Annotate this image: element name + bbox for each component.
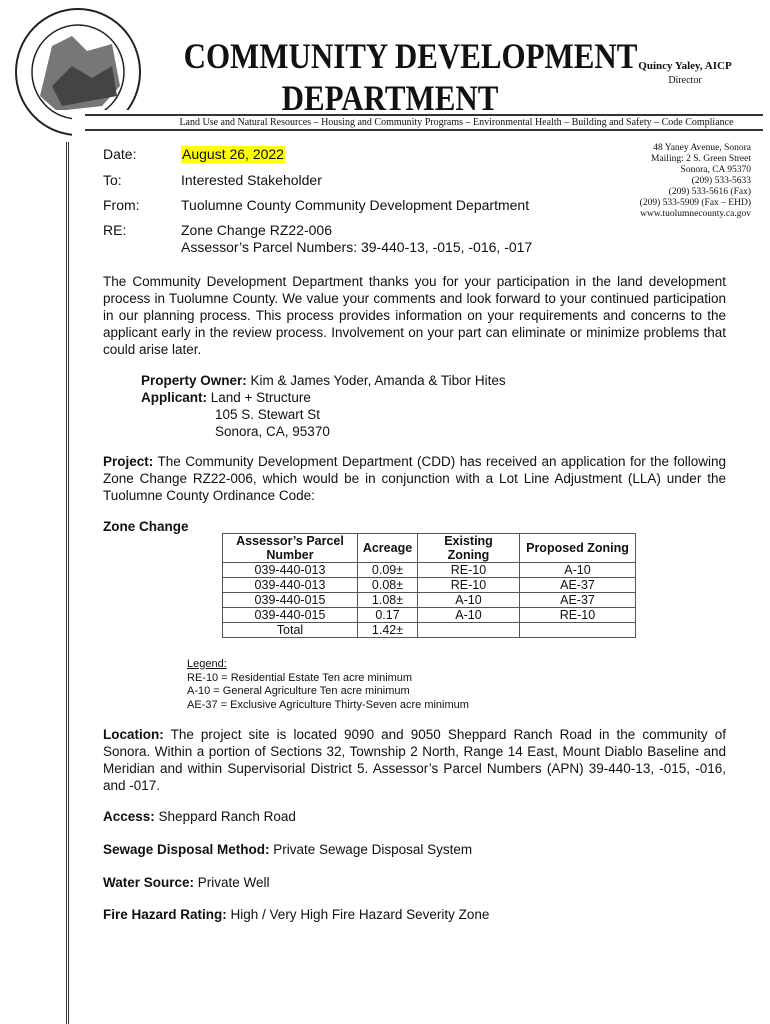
legend-item: AE-37 = Exclusive Agriculture Thirty-Sev…	[187, 698, 469, 711]
address-line: (209) 533-5909 (Fax – EHD)	[639, 198, 751, 208]
applicant-address1: 105 S. Stewart St	[215, 407, 321, 422]
applicant-value: Land + Structure	[207, 390, 311, 405]
location-label: Location:	[103, 727, 164, 742]
fire-label: Fire Hazard Rating:	[103, 907, 227, 922]
header-proposed-zoning: Proposed Zoning	[519, 533, 636, 563]
owner-label: Property Owner:	[141, 373, 247, 388]
water-line: Water Source: Private Well	[103, 874, 726, 891]
cell	[417, 622, 520, 638]
header-apn: Assessor’s Parcel Number	[222, 533, 358, 563]
owner-block: Property Owner: Kim & James Yoder, Amand…	[141, 372, 726, 440]
cell: RE-10	[417, 577, 520, 593]
table-header-row: Assessor’s Parcel Number Acreage Existin…	[222, 533, 636, 563]
owner-value: Kim & James Yoder, Amanda & Tibor Hites	[246, 373, 506, 388]
cell	[519, 622, 636, 638]
water-value: Private Well	[194, 875, 270, 890]
cell: 1.08±	[357, 592, 418, 608]
access-label: Access:	[103, 809, 155, 824]
header-acreage: Acreage	[357, 533, 418, 563]
cell: 1.42±	[357, 622, 418, 638]
legend: Legend: RE-10 = Residential Estate Ten a…	[187, 658, 726, 712]
address-line: Sonora, CA 95370	[680, 165, 751, 175]
table-total-row: Total 1.42±	[222, 622, 636, 638]
cell: 039-440-013	[222, 562, 358, 578]
from-value: Tuolumne County Community Development De…	[181, 197, 530, 213]
zone-change-table: Assessor’s Parcel Number Acreage Existin…	[222, 533, 636, 638]
county-seal	[12, 6, 144, 110]
location-value: The project site is located 9090 and 905…	[103, 727, 726, 793]
title-line1: COMMUNITY DEVELOPMENT	[183, 36, 638, 76]
director-name: Quincy Yaley, AICP	[638, 60, 732, 72]
address-block: 48 Yaney Avenue, Sonora Mailing: 2 S. Gr…	[591, 143, 751, 220]
cell: 039-440-015	[222, 607, 358, 623]
table-row: 039-440-013 0.09± RE-10 A-10	[222, 562, 636, 578]
sewage-value: Private Sewage Disposal System	[269, 842, 473, 857]
table-row: 039-440-013 0.08± RE-10 AE-37	[222, 577, 636, 593]
cell: 039-440-015	[222, 592, 358, 608]
address-line: Mailing: 2 S. Green Street	[651, 154, 751, 164]
address-line: (209) 533-5633	[691, 176, 751, 186]
left-rule	[66, 142, 69, 1024]
project-value: The Community Development Department (CD…	[103, 454, 726, 503]
director-title: Director	[668, 75, 702, 86]
legend-item: A-10 = General Agriculture Ten acre mini…	[187, 685, 410, 697]
re-label: RE:	[103, 222, 127, 238]
memo-body: The Community Development Department tha…	[103, 273, 726, 923]
from-label: From:	[103, 197, 140, 213]
re-line1: Zone Change RZ22-006	[181, 222, 332, 238]
header-existing-zoning: Existing Zoning	[417, 533, 520, 563]
cell: RE-10	[519, 607, 636, 623]
header-rule-bottom	[85, 129, 763, 131]
county-seal-lower	[12, 110, 72, 142]
header-rule-top	[85, 114, 763, 116]
re-line2: Assessor’s Parcel Numbers: 39-440-13, -0…	[181, 239, 533, 255]
divisions-line: Land Use and Natural Resources – Housing…	[179, 117, 734, 128]
cell: AE-37	[519, 592, 636, 608]
cell: A-10	[417, 592, 520, 608]
to-value: Interested Stakeholder	[181, 172, 322, 188]
cell: A-10	[519, 562, 636, 578]
project-paragraph: Project: The Community Development Depar…	[103, 453, 726, 504]
cell: A-10	[417, 607, 520, 623]
title-line2: DEPARTMENT	[281, 78, 499, 118]
sewage-line: Sewage Disposal Method: Private Sewage D…	[103, 841, 726, 858]
cell: 0.09±	[357, 562, 418, 578]
cell: RE-10	[417, 562, 520, 578]
access-value: Sheppard Ranch Road	[154, 809, 296, 824]
address-line: (209) 533-5616 (Fax)	[668, 187, 751, 197]
cell: 0.08±	[357, 577, 418, 593]
address-line: 48 Yaney Avenue, Sonora	[653, 143, 751, 153]
table-row: 039-440-015 0.17 A-10 RE-10	[222, 607, 636, 623]
applicant-address2: Sonora, CA, 95370	[215, 424, 330, 439]
water-label: Water Source:	[103, 875, 195, 890]
fire-value: High / Very High Fire Hazard Severity Zo…	[226, 907, 490, 922]
applicant-label: Applicant:	[141, 390, 207, 405]
fire-line: Fire Hazard Rating: High / Very High Fir…	[103, 906, 726, 923]
sewage-label: Sewage Disposal Method:	[103, 842, 270, 857]
project-label: Project:	[103, 454, 154, 469]
legend-title: Legend:	[187, 658, 227, 670]
cell: 0.17	[357, 607, 418, 623]
to-label: To:	[103, 172, 122, 188]
date-label: Date:	[103, 146, 137, 162]
cell: Total	[222, 622, 358, 638]
zone-change-heading: Zone Change	[103, 519, 189, 534]
legend-item: RE-10 = Residential Estate Ten acre mini…	[187, 671, 413, 684]
intro-paragraph: The Community Development Department tha…	[103, 274, 726, 357]
address-website: www.tuolumnecounty.ca.gov	[640, 209, 751, 219]
cell: 039-440-013	[222, 577, 358, 593]
cell: AE-37	[519, 577, 636, 593]
table-row: 039-440-015 1.08± A-10 AE-37	[222, 592, 636, 608]
date-value: August 26, 2022	[181, 146, 285, 163]
access-line: Access: Sheppard Ranch Road	[103, 808, 726, 825]
location-paragraph: Location: The project site is located 90…	[103, 726, 726, 794]
